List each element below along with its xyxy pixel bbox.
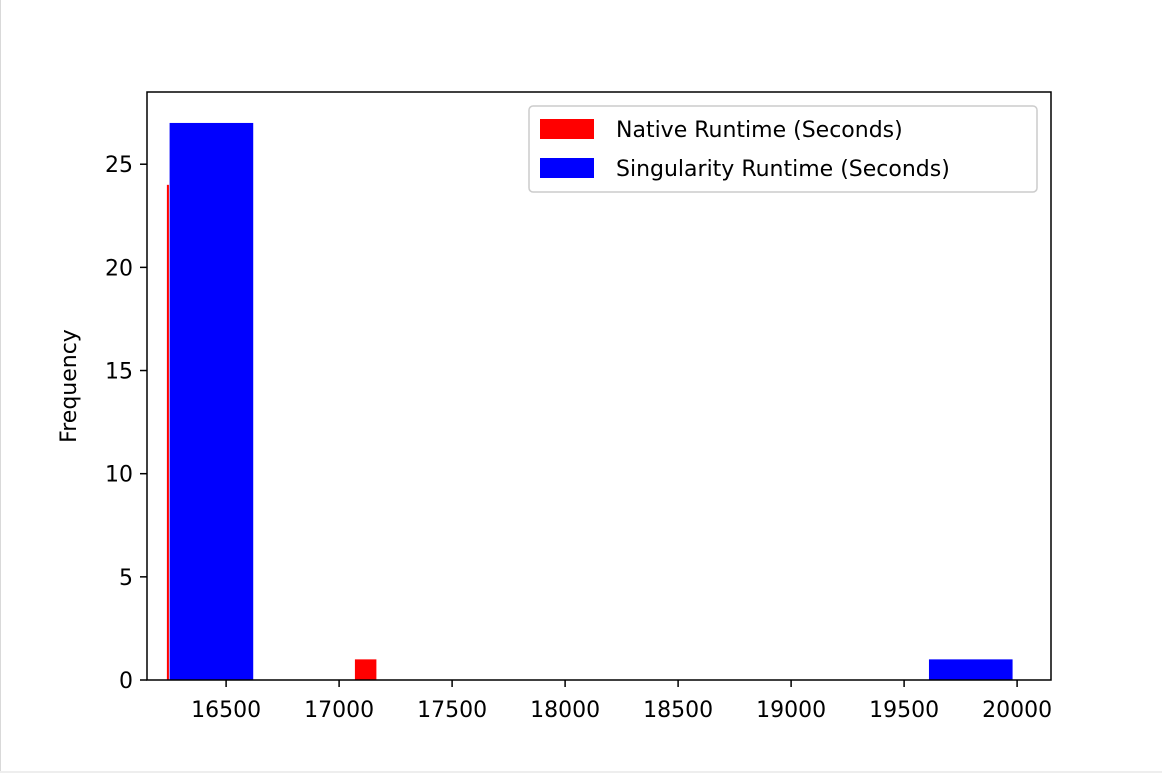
y-tick-label: 0 — [119, 669, 133, 694]
bar-series-2-bin-2 — [928, 659, 1013, 680]
x-tick-label: 17500 — [417, 698, 487, 723]
bar-series-1-bin-2 — [354, 659, 377, 680]
y-tick-label: 20 — [105, 256, 133, 281]
legend-swatch-2 — [540, 158, 594, 178]
bar-series-1-bin-1 — [166, 184, 169, 680]
legend: Native Runtime (Seconds) Singularity Runt… — [528, 105, 1038, 193]
legend-swatch-1 — [540, 119, 594, 139]
legend-box — [528, 105, 1038, 193]
x-tick-label: 18500 — [643, 698, 713, 723]
y-axis-label: Frequency — [57, 329, 82, 443]
x-tick-label: 19000 — [756, 698, 826, 723]
page-bottom-border — [0, 771, 1162, 773]
ticks-layer: 16500 17000 17500 18000 18500 19000 19500 20000… — [105, 153, 1052, 723]
plot-frame — [146, 91, 1052, 681]
x-tick-label: 16500 — [191, 698, 261, 723]
y-tick-label: 25 — [105, 153, 133, 178]
y-tick-label: 10 — [105, 463, 133, 488]
bars-layer — [166, 122, 1013, 680]
x-tick-label: 20000 — [982, 698, 1052, 723]
page-left-border — [0, 0, 1, 773]
y-tick-label: 15 — [105, 360, 133, 385]
legend-label-2: Singularity Runtime (Seconds) — [616, 157, 950, 182]
x-tick-label: 17000 — [304, 698, 374, 723]
bar-series-2-bin-1 — [169, 122, 254, 680]
x-tick-label: 18000 — [530, 698, 600, 723]
legend-label-1: Native Runtime (Seconds) — [616, 118, 903, 143]
x-tick-label: 19500 — [869, 698, 939, 723]
y-tick-label: 5 — [119, 566, 133, 591]
